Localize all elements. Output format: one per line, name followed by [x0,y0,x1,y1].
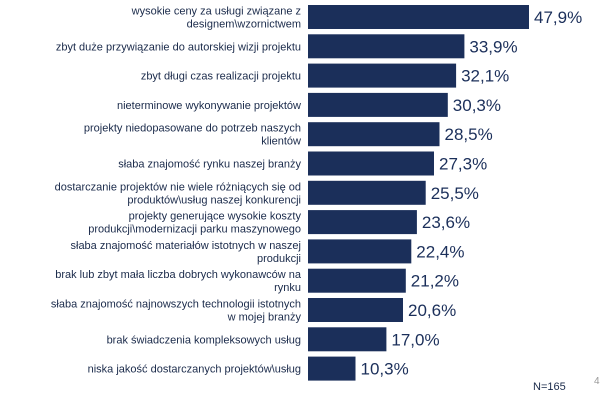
category-label-line: projekty generujące wysokie koszty [129,211,302,223]
category-label-line: produkcji [257,253,301,265]
value-label: 22,4% [416,242,464,261]
category-label-line: nieterminowe wykonywanie projektów [117,100,301,112]
bar [308,5,529,29]
category-label: brak świadczenia kompleksowych usług [107,334,301,346]
category-label-line: klientów [261,136,301,148]
value-label: 20,6% [408,301,456,320]
category-label-line: dostarczanie projektów nie wiele różniąc… [55,181,301,193]
category-label: zbyt duże przywiązanie do autorskiej wiz… [56,41,301,53]
sample-size-note: N=165 [533,381,566,393]
category-label: dostarczanie projektów nie wiele różniąc… [55,181,301,206]
category-label-line: w mojej branży [227,312,302,324]
value-label: 23,6% [422,213,470,232]
category-label-line: słaba znajomość rynku naszej branży [118,159,301,171]
category-label: niska jakość dostarczanych projektów\usł… [88,364,301,376]
category-label-line: designem\wzornictwem [187,19,301,31]
category-labels-group: wysokie ceny za usługi związane z designe… [51,6,302,376]
category-label-line: niska jakość dostarczanych projektów\usł… [88,364,301,376]
bar [308,34,465,59]
category-label: brak lub zbyt mała liczba dobrych wykona… [55,269,302,294]
category-label: zbyt długi czas realizacji projektu [141,71,301,83]
edge-page-mark: 4 [594,376,600,387]
category-label-line: wysokie ceny za usługi związane z [131,6,301,18]
category-label: projekty generujące wysokie koszty produk… [88,211,301,236]
value-label: 32,1% [461,67,509,86]
bar [308,356,356,381]
value-label: 10,3% [361,360,409,379]
category-label-line: brak lub zbyt mała liczba dobrych wykona… [55,269,302,281]
bar [308,327,387,352]
bar [308,63,457,88]
value-label: 21,2% [411,272,459,291]
category-label-line: rynku [274,282,301,294]
bar [308,151,434,176]
category-label-line: słaba znajomość materiałów istotnych w n… [71,240,302,252]
bar [308,122,440,147]
category-label-line: zbyt duże przywiązanie do autorskiej wiz… [56,41,301,53]
bar [308,180,426,205]
bar [308,298,403,322]
bars-group [308,5,529,381]
value-label: 27,3% [439,155,487,174]
category-label-line: projekty niedopasowane do potrzeb naszyc… [84,123,301,135]
category-label-line: produkcji\modernizacji parku maszynowego [88,224,301,236]
value-label: 25,5% [431,184,479,203]
category-label-line: słaba znajomość najnowszych technologii … [51,299,301,311]
value-label: 47,9% [534,8,582,27]
value-label: 28,5% [445,125,493,144]
category-label: nieterminowe wykonywanie projektów [117,100,301,112]
value-labels-group: 47,9% 33,9% 32,1% 30,3% 28,5% 27,3% 25,5% 23,6%… [361,8,583,379]
category-label: słaba znajomość najnowszych technologii … [51,299,302,324]
value-label: 30,3% [453,96,501,115]
bar [308,210,417,235]
category-label-line: produktów\usług naszej konkurencji [127,194,301,206]
category-label: wysokie ceny za usługi związane z designe… [131,6,301,31]
value-label: 17,0% [391,330,439,349]
bar [308,239,412,264]
category-label-line: brak świadczenia kompleksowych usług [107,334,301,346]
category-label: słaba znajomość materiałów istotnych w n… [71,240,302,265]
category-label: słaba znajomość rynku naszej branży [118,159,301,171]
bar [308,92,448,117]
category-label: projekty niedopasowane do potrzeb naszyc… [84,123,301,148]
value-label: 33,9% [469,37,517,56]
category-label-line: zbyt długi czas realizacji projektu [141,71,301,83]
bar [308,268,406,293]
